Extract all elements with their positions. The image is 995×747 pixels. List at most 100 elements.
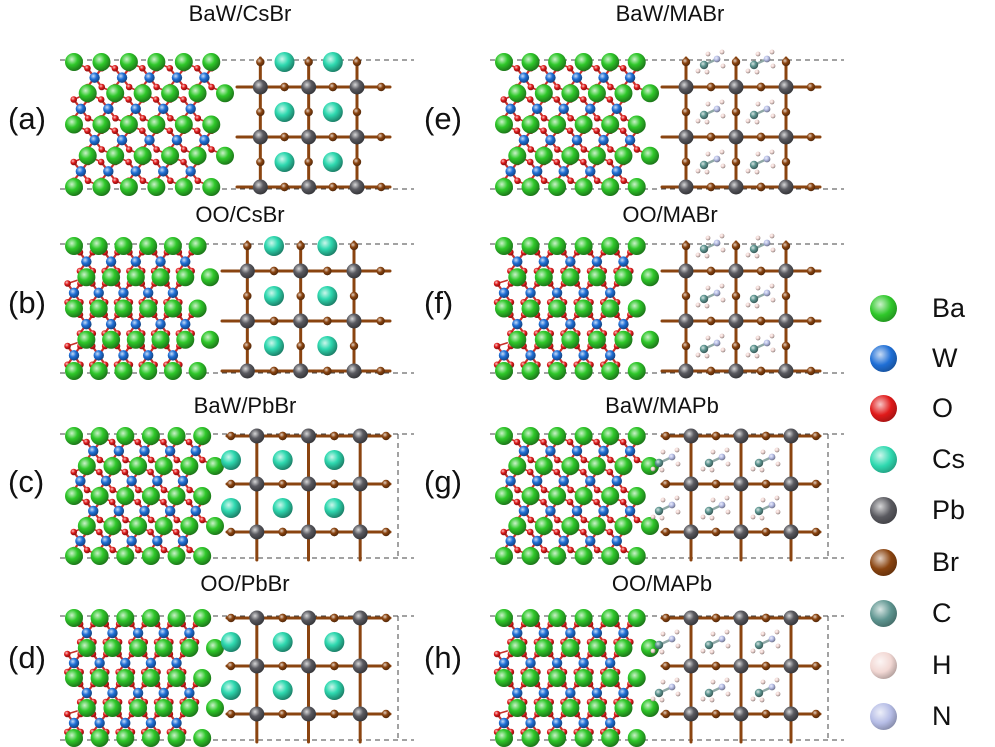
h-atom [725, 461, 731, 467]
h-atom [675, 461, 681, 467]
ba-atom [174, 115, 193, 134]
w-atom [545, 505, 556, 517]
ba-atom [141, 487, 160, 505]
br-atom [352, 107, 362, 117]
w-atom [185, 103, 196, 115]
h-atom [695, 302, 701, 308]
c-atom [754, 458, 764, 468]
o-atom [513, 498, 521, 506]
ba-atom [534, 268, 553, 287]
w-atom [558, 166, 569, 177]
w-atom [81, 256, 92, 267]
ba-atom [174, 178, 193, 196]
ba-atom [587, 457, 606, 475]
legend-label: Ba [932, 293, 966, 323]
pb-atom [728, 179, 744, 195]
c-atom [699, 344, 709, 354]
br-atom [806, 132, 816, 142]
ba-atom [627, 609, 646, 627]
c-atom [749, 60, 759, 70]
br-atom [330, 479, 339, 489]
cs-atom [322, 102, 343, 122]
o-atom [527, 516, 535, 524]
h-atom [724, 495, 730, 501]
pb-atom [783, 428, 799, 444]
ba-atom [167, 669, 186, 687]
w-atom [116, 72, 128, 83]
br-atom [706, 266, 716, 276]
ba-atom [508, 84, 527, 103]
c-atom-icon [870, 600, 897, 627]
w-atom [512, 687, 523, 699]
h-atom [705, 285, 711, 291]
h-atom [769, 283, 775, 289]
br-atom [661, 613, 671, 623]
ba-atom [90, 547, 109, 565]
ba-atom [587, 84, 606, 103]
ba-atom [574, 178, 593, 196]
br-atom [661, 709, 671, 719]
panel-title-b: OO/CsBr [195, 202, 285, 227]
h-atom [709, 515, 715, 521]
w-atom [100, 475, 112, 487]
pb-atom [346, 263, 362, 279]
o-atom [500, 158, 508, 166]
ba-atom [614, 146, 633, 165]
o-atom [567, 486, 574, 494]
w-atom [498, 350, 510, 361]
h-atom [754, 169, 760, 175]
br-atom [706, 132, 716, 142]
w-atom [171, 657, 182, 669]
n-atom-icon [870, 703, 897, 730]
br-atom [256, 157, 265, 167]
w-atom [565, 256, 576, 267]
structure-f [490, 233, 844, 380]
c-atom [749, 244, 759, 254]
ba-atom [614, 84, 633, 103]
o-atom [619, 64, 627, 72]
c-atom [699, 244, 709, 254]
ba-atom [641, 330, 659, 349]
w-atom [538, 627, 550, 639]
br-atom [761, 709, 771, 719]
o-atom [606, 528, 614, 536]
ba-atom [77, 457, 96, 475]
h-atom [660, 449, 666, 455]
cs-atom [324, 680, 345, 700]
ba-atom [601, 669, 620, 687]
br-atom [381, 479, 391, 489]
w-atom [525, 350, 536, 361]
w-atom [538, 256, 550, 267]
o-atom [167, 114, 174, 122]
ba-atom [521, 729, 540, 747]
h-atom [770, 297, 776, 303]
br-atom [376, 316, 385, 326]
cs-atom [264, 286, 284, 306]
pb-atom [683, 658, 699, 674]
w-atom [152, 535, 163, 547]
o-atom [153, 83, 160, 91]
pb-atom [249, 524, 265, 540]
w-atom [164, 505, 176, 517]
h-atom [724, 447, 730, 453]
ba-atom [561, 84, 580, 103]
br-atom [811, 479, 821, 489]
o-atom [566, 64, 574, 72]
ba-atom [508, 639, 527, 657]
w-atom [113, 505, 125, 517]
ba-atom [521, 362, 540, 380]
h-atom [695, 68, 701, 74]
h-atom [674, 495, 680, 501]
cs-atom [317, 236, 338, 256]
o-atom [64, 650, 71, 658]
ba-atom [167, 487, 186, 505]
w-atom [558, 103, 569, 115]
br-atom [278, 709, 287, 719]
o-atom [194, 114, 202, 122]
h-atom [659, 649, 665, 655]
w-atom [81, 318, 92, 330]
w-atom [565, 627, 576, 639]
panel-title-g: BaW/MAPb [605, 393, 719, 418]
h-atom [650, 696, 656, 702]
